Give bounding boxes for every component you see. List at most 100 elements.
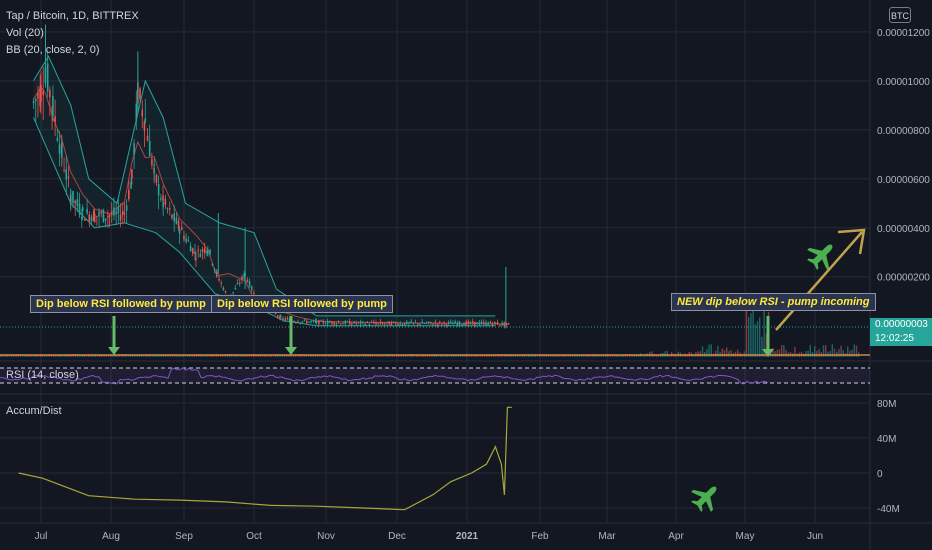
bb-indicator-label[interactable]: BB (20, close, 2, 0)	[6, 44, 100, 56]
annotation-arrow	[285, 316, 297, 355]
airplane-icon	[691, 486, 717, 512]
candle-body	[445, 323, 448, 326]
vol-indicator-label[interactable]: Vol (20)	[6, 27, 44, 39]
volume-bar	[204, 355, 206, 357]
candle-body	[280, 316, 282, 318]
volume-bar	[831, 344, 833, 357]
volume-bar	[261, 354, 264, 357]
candle-body	[423, 323, 426, 325]
volume-bar	[354, 355, 356, 357]
volume-bar	[726, 347, 728, 357]
volume-bar	[407, 355, 409, 357]
volume-bar	[605, 354, 607, 357]
volume-bar	[822, 345, 825, 357]
volume-bar	[220, 355, 222, 357]
volume-bar	[288, 355, 290, 357]
candle-body	[284, 318, 287, 320]
volume-bar	[578, 355, 580, 357]
candle-body	[463, 323, 465, 326]
candle-body	[220, 282, 223, 284]
candle-body	[49, 90, 51, 98]
price-axis-label: 0.00000600	[877, 175, 930, 186]
bb-fill	[33, 56, 496, 326]
candle-body	[133, 143, 135, 156]
annotation-2: Dip below RSI followed by pump	[211, 295, 393, 313]
volume-bar	[105, 354, 107, 357]
volume-bar	[37, 354, 39, 357]
volume-bar	[63, 354, 66, 357]
ad-axis-label: 40M	[877, 434, 896, 445]
candle-body	[52, 96, 54, 116]
volume-bar	[211, 354, 213, 357]
candle-body	[293, 321, 295, 323]
candle-body	[191, 248, 194, 254]
volume-bar	[748, 317, 750, 357]
volume-bar	[0, 354, 2, 357]
volume-bar	[433, 354, 435, 357]
candle-body	[61, 146, 63, 156]
candle-body	[178, 229, 181, 234]
volume-bar	[464, 354, 466, 357]
volume-bar	[147, 355, 149, 357]
candle-body	[465, 321, 467, 326]
candle-body	[460, 324, 463, 326]
volume-bar	[294, 354, 297, 357]
candle-body	[135, 103, 138, 122]
candle-body	[123, 213, 126, 215]
volume-bar	[655, 354, 657, 357]
volume-bar	[840, 345, 842, 357]
symbol-title[interactable]: Tap / Bitcoin, 1D, BITTREX	[6, 10, 139, 22]
candle-body	[434, 322, 437, 324]
candle-body	[478, 322, 481, 325]
volume-bar	[92, 354, 94, 357]
candle-body	[76, 199, 79, 207]
volume-bar	[83, 355, 85, 357]
candle-body	[414, 322, 417, 324]
candle-body	[405, 321, 408, 325]
candle-body	[63, 169, 65, 171]
volume-bar	[499, 355, 501, 357]
candle-body	[160, 198, 162, 200]
volume-bar	[402, 354, 404, 357]
candle-body	[241, 276, 243, 280]
volume-bar	[521, 354, 523, 357]
volume-bar	[602, 354, 605, 357]
volume-bar	[620, 354, 622, 357]
candle-body	[501, 322, 503, 325]
volume-bar	[176, 355, 178, 357]
volume-bar	[609, 354, 611, 357]
airplane-shape	[807, 244, 833, 270]
candle-body	[320, 320, 322, 322]
annotation-arrow	[762, 316, 774, 357]
candle-body	[173, 213, 175, 222]
currency-badge[interactable]: BTC	[889, 7, 911, 23]
volume-bar	[495, 355, 497, 357]
volume-bar	[853, 344, 855, 357]
volume-bar	[420, 354, 422, 357]
volume-bar	[545, 354, 547, 357]
volume-bar	[541, 355, 543, 357]
volume-bar	[550, 355, 552, 357]
rsi-indicator-label[interactable]: RSI (14, close)	[6, 369, 79, 381]
volume-bar	[668, 354, 671, 357]
volume-bar	[202, 355, 204, 357]
volume-bar	[563, 354, 565, 357]
candle-body	[234, 287, 237, 290]
volume-bar	[41, 354, 44, 357]
candle-body	[84, 218, 86, 221]
volume-bar	[752, 304, 754, 357]
volume-bar	[281, 354, 283, 357]
candle-body	[286, 318, 289, 320]
candle-body	[117, 206, 120, 214]
volume-bar	[24, 354, 26, 357]
volume-bar	[490, 355, 492, 357]
time-axis-label: Dec	[388, 531, 406, 542]
ad-indicator-label[interactable]: Accum/Dist	[6, 405, 62, 417]
volume-bar	[825, 345, 827, 357]
volume-bar	[160, 354, 162, 357]
volume-bar	[167, 354, 169, 357]
candle-body	[348, 321, 351, 325]
volume-bar	[266, 354, 268, 357]
volume-bar	[312, 355, 314, 357]
candle-body	[436, 323, 439, 325]
